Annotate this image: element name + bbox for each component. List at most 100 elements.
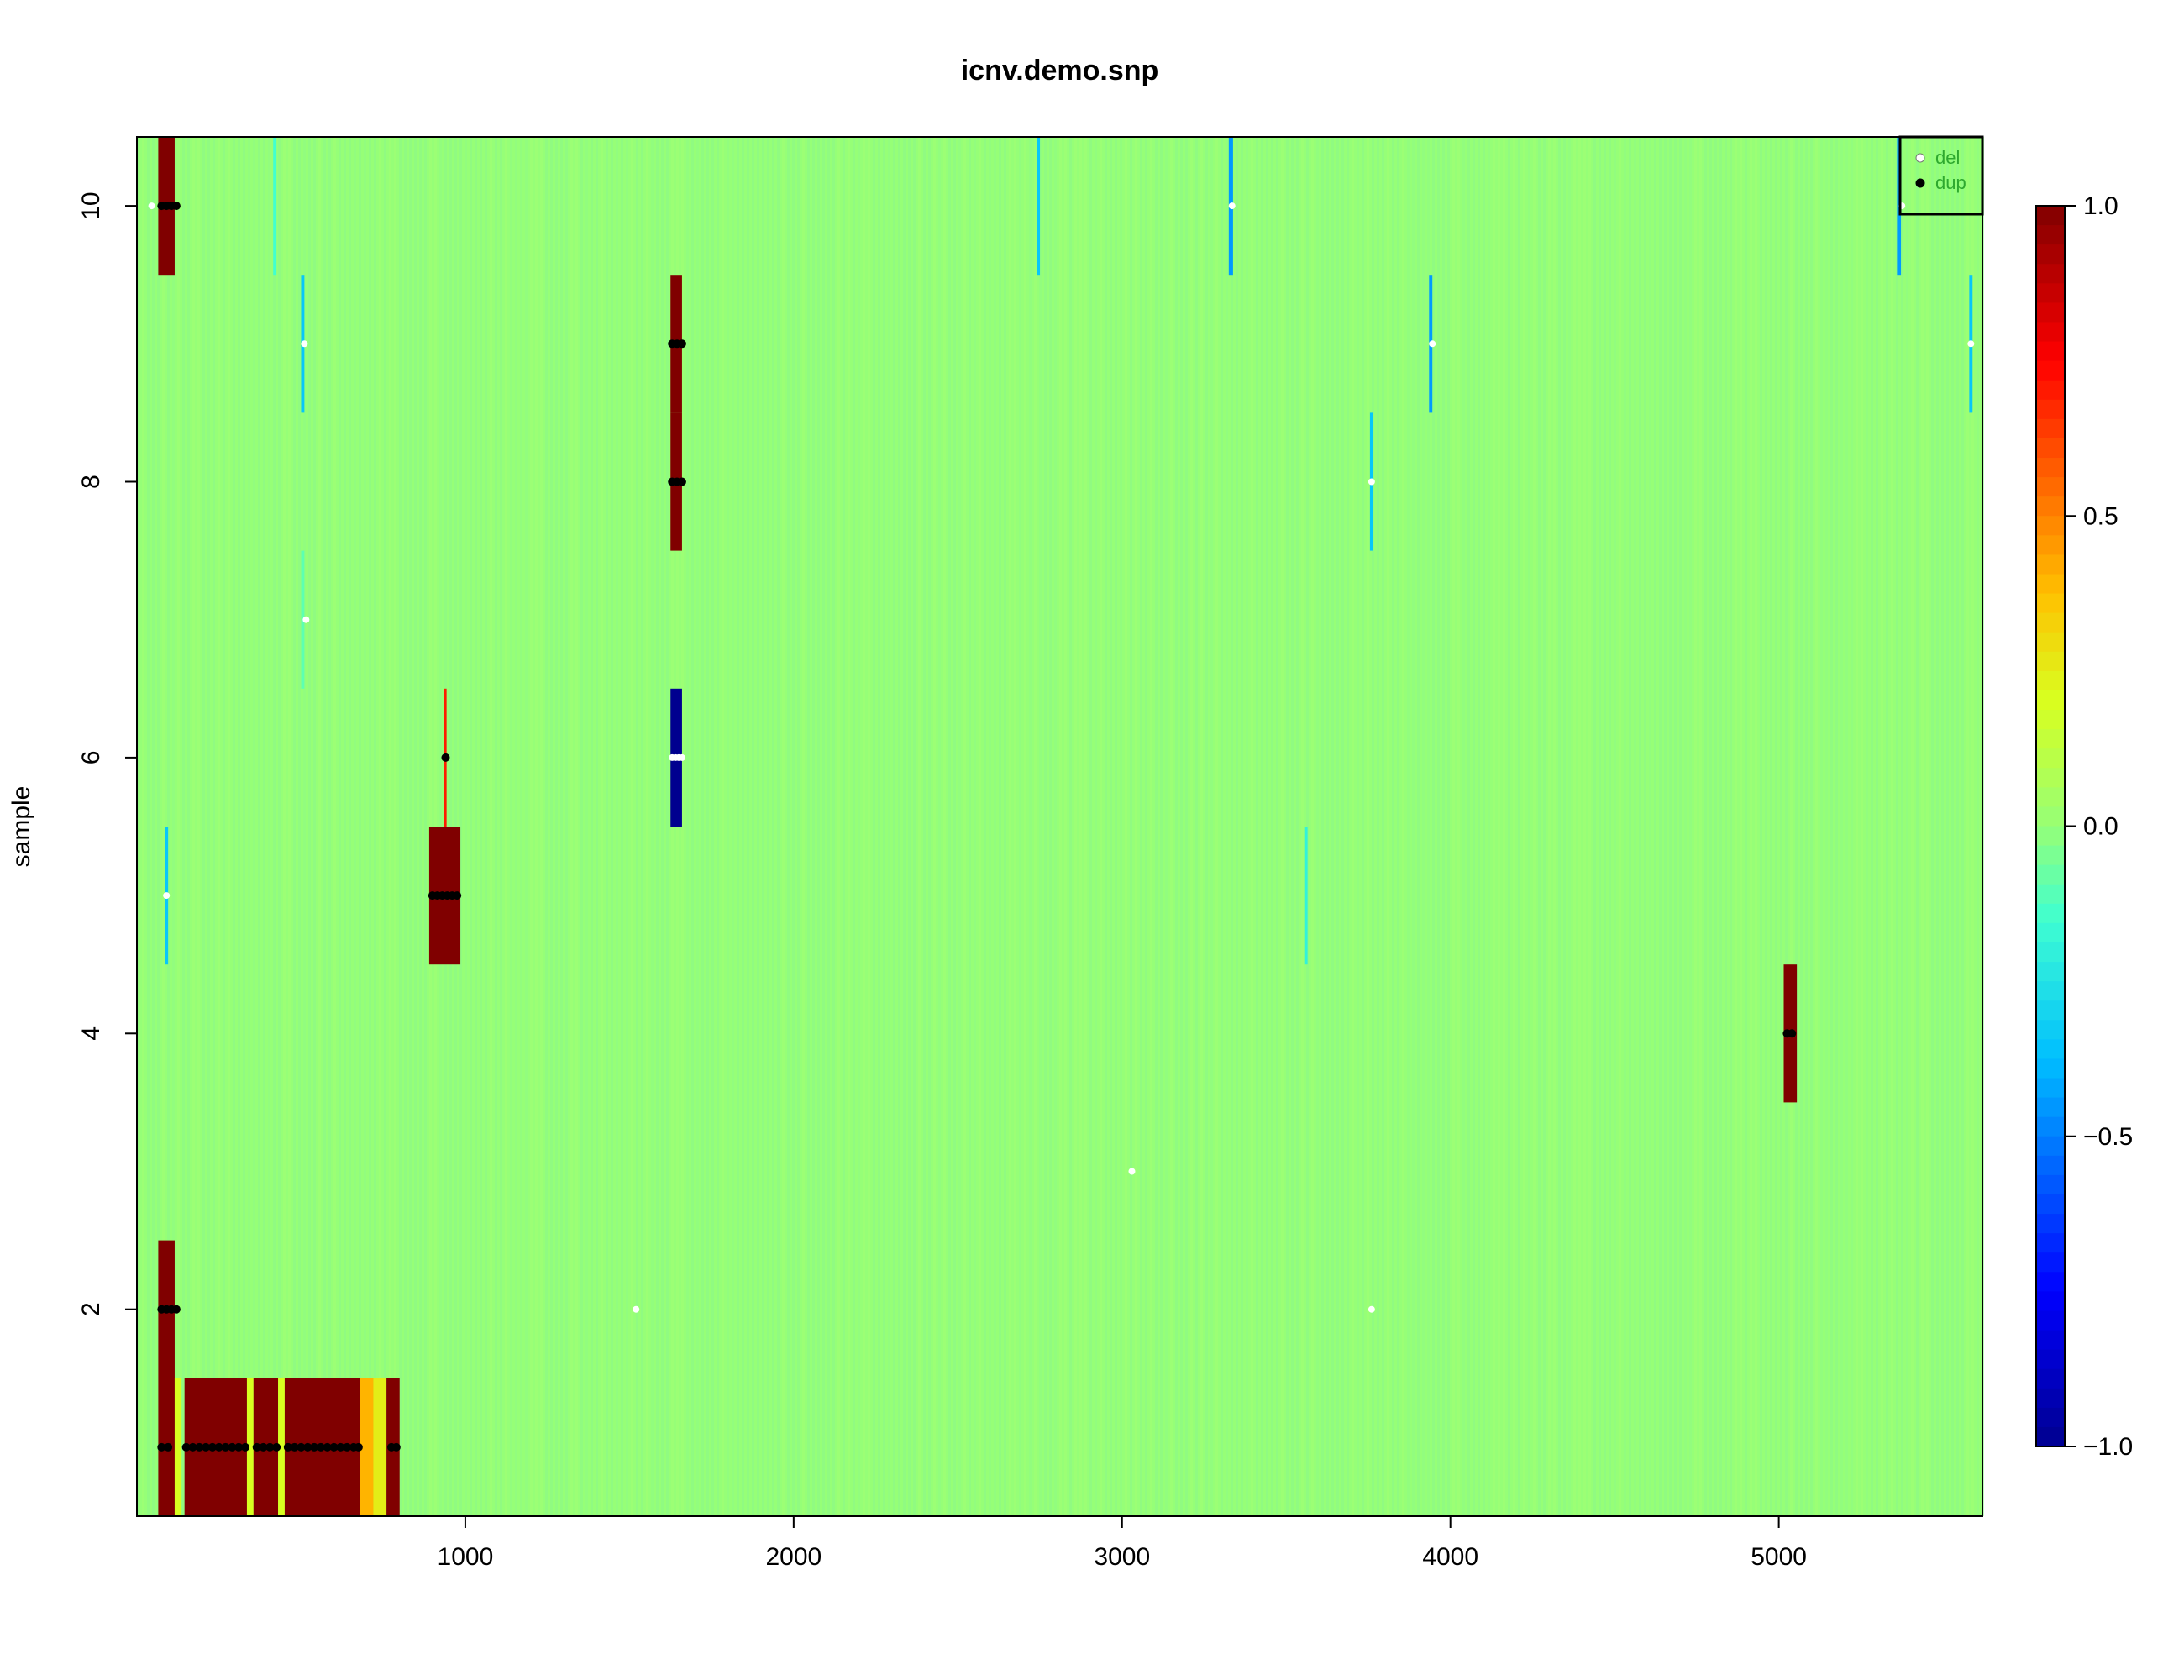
colorbar-step: [2036, 1136, 2065, 1157]
dup-point: [316, 1442, 325, 1452]
dup-point: [171, 1305, 181, 1314]
colorbar-step: [2036, 1214, 2065, 1234]
cnv-segment: [273, 137, 277, 276]
dup-point: [310, 1442, 319, 1452]
dup-point: [228, 1442, 237, 1452]
colorbar-step: [2036, 748, 2065, 769]
cnv-points-layer: [148, 202, 1975, 1452]
dup-point: [297, 1442, 306, 1452]
colorbar-tick-label: 0.5: [2083, 502, 2118, 530]
colorbar-step: [2036, 903, 2065, 924]
colorbar-step: [2036, 1368, 2065, 1389]
colorbar-step: [2036, 1000, 2065, 1021]
colorbar-step: [2036, 283, 2065, 304]
y-tick-label: 4: [77, 1026, 105, 1041]
dup-point: [181, 1442, 191, 1452]
x-tick-label: 4000: [1422, 1543, 1478, 1571]
colorbar-step: [2036, 845, 2065, 866]
colorbar-step: [2036, 826, 2065, 847]
dup-point: [677, 339, 686, 349]
del-point: [678, 753, 685, 761]
colorbar-step: [2036, 1078, 2065, 1099]
colorbar-step: [2036, 806, 2065, 827]
legend-label: dup: [1935, 172, 1966, 193]
legend-del-marker: [1915, 153, 1925, 163]
colorbar-step: [2036, 651, 2065, 672]
colorbar-step: [2036, 322, 2065, 343]
colorbar-step: [2036, 1058, 2065, 1079]
dup-point: [283, 1442, 292, 1452]
colorbar-step: [2036, 612, 2065, 633]
dup-point: [252, 1442, 261, 1452]
colorbar-step: [2036, 1194, 2065, 1215]
dup-point: [157, 1442, 166, 1452]
dup-point: [214, 1442, 223, 1452]
y-axis-label: sample: [8, 786, 35, 868]
colorbar-step: [2036, 1039, 2065, 1060]
legend-box: [1898, 135, 1984, 216]
colorbar-step: [2036, 1349, 2065, 1370]
dup-point: [391, 1442, 401, 1452]
color-scale-bar: 1.0 0.5 0.0 −0.5 −1.0: [2035, 192, 2133, 1461]
dup-point: [171, 202, 181, 211]
dup-point: [290, 1442, 299, 1452]
cnv-segment: [174, 1378, 181, 1516]
colorbar-step: [2036, 380, 2065, 401]
colorbar-step: [2036, 1097, 2065, 1118]
cnv-segment: [278, 1378, 285, 1516]
colorbar-step: [2036, 670, 2065, 691]
colorbar-step: [2036, 1272, 2065, 1293]
colorbar-step: [2036, 264, 2065, 285]
cnv-segment: [373, 1378, 387, 1516]
y-tick-label: 10: [77, 192, 105, 219]
dup-point: [188, 1442, 197, 1452]
colorbar-step: [2036, 554, 2065, 575]
colorbar-step: [2036, 225, 2065, 245]
colorbar-step: [2036, 1407, 2065, 1428]
colorbar-tick-label: −1.0: [2083, 1433, 2133, 1461]
dup-point: [265, 1442, 275, 1452]
colorbar-step: [2036, 1291, 2065, 1312]
y-tick-label: 6: [77, 751, 105, 765]
dup-point: [354, 1442, 363, 1452]
dup-point: [677, 477, 686, 486]
cnv-segment: [360, 1378, 374, 1516]
colorbar-step: [2036, 244, 2065, 265]
colorbar-step: [2036, 1252, 2065, 1273]
x-tick-label: 1000: [438, 1543, 494, 1571]
dup-point: [453, 891, 462, 900]
x-tick-label: 5000: [1751, 1543, 1807, 1571]
del-point: [1967, 340, 1975, 348]
colorbar-tick-label: 0.0: [2083, 813, 2118, 841]
dup-point: [303, 1442, 312, 1452]
dup-point: [234, 1442, 244, 1452]
colorbar-step: [2036, 477, 2065, 497]
colorbar-step: [2036, 1330, 2065, 1351]
colorbar-step: [2036, 458, 2065, 478]
legend-dup-marker: [1915, 178, 1925, 188]
colorbar-step: [2036, 962, 2065, 982]
cnv-segment: [246, 1378, 254, 1516]
colorbar-step: [2036, 1116, 2065, 1137]
colorbar-tick-label: −0.5: [2083, 1123, 2133, 1151]
colorbar-step: [2036, 981, 2065, 1002]
colorbar-step: [2036, 399, 2065, 420]
dup-point: [272, 1442, 281, 1452]
colorbar-step: [2036, 710, 2065, 730]
dup-point: [336, 1442, 345, 1452]
colorbar-tick-label: 1.0: [2083, 192, 2118, 220]
cnv-segment: [1037, 137, 1041, 276]
del-point: [302, 616, 310, 623]
chart-legend: del dup: [1898, 135, 1984, 216]
y-tick-label: 8: [77, 475, 105, 489]
heatmap-layer: [137, 137, 1984, 1516]
del-point: [1368, 1305, 1375, 1313]
dup-point: [323, 1442, 332, 1452]
colorbar-step: [2036, 690, 2065, 711]
del-point: [633, 1305, 640, 1313]
colorbar-step: [2036, 1310, 2065, 1331]
x-tick-label: 3000: [1094, 1543, 1150, 1571]
colorbar-step: [2036, 1233, 2065, 1254]
colorbar-step: [2036, 206, 2065, 226]
